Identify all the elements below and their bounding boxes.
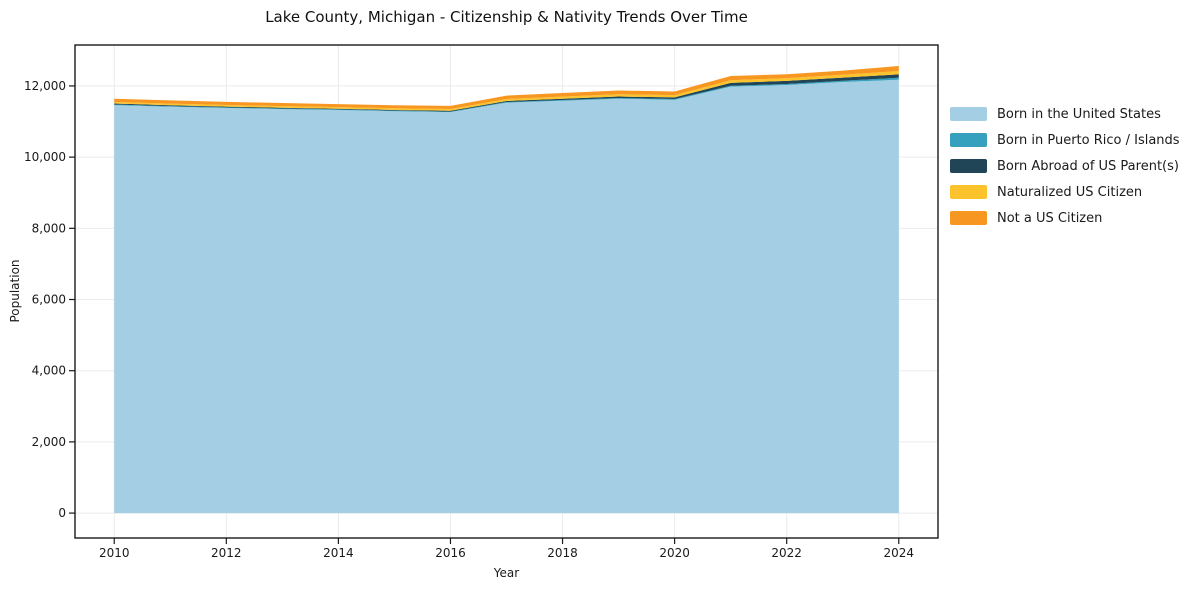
y-tick-label: 0 xyxy=(58,506,66,520)
legend-label: Born in the United States xyxy=(997,106,1161,122)
legend-swatch xyxy=(950,107,987,121)
chart-title: Lake County, Michigan - Citizenship & Na… xyxy=(265,8,748,26)
legend-swatch xyxy=(950,211,987,225)
legend-label: Born in Puerto Rico / Islands xyxy=(997,132,1180,148)
x-tick-label: 2012 xyxy=(211,546,242,560)
legend-item: Born Abroad of US Parent(s) xyxy=(950,153,1180,179)
y-tick-label: 2,000 xyxy=(32,435,66,449)
x-tick-label: 2010 xyxy=(99,546,130,560)
legend-swatch xyxy=(950,159,987,173)
x-tick-label: 2024 xyxy=(883,546,914,560)
plot-frame xyxy=(74,44,939,539)
area-series xyxy=(114,79,899,514)
y-tick-label: 8,000 xyxy=(32,221,66,235)
legend-swatch xyxy=(950,185,987,199)
legend-item: Born in the United States xyxy=(950,101,1180,127)
x-tick-label: 2020 xyxy=(659,546,690,560)
legend-label: Born Abroad of US Parent(s) xyxy=(997,158,1179,174)
y-tick-label: 10,000 xyxy=(24,150,66,164)
x-axis-label: Year xyxy=(493,566,520,580)
x-tick-label: 2014 xyxy=(323,546,354,560)
legend-item: Not a US Citizen xyxy=(950,205,1180,231)
legend: Born in the United States Born in Puerto … xyxy=(950,101,1180,231)
legend-label: Naturalized US Citizen xyxy=(997,184,1143,200)
y-axis-label: Population xyxy=(8,259,22,323)
x-tick-label: 2016 xyxy=(435,546,466,560)
legend-item: Born in Puerto Rico / Islands xyxy=(950,127,1180,153)
x-tick-label: 2018 xyxy=(547,546,578,560)
legend-item: Naturalized US Citizen xyxy=(950,179,1180,205)
x-tick-label: 2022 xyxy=(771,546,802,560)
y-tick-label: 4,000 xyxy=(32,364,66,378)
legend-swatch xyxy=(950,133,987,147)
y-tick-label: 12,000 xyxy=(24,79,66,93)
y-tick-label: 6,000 xyxy=(32,293,66,307)
legend-label: Not a US Citizen xyxy=(997,210,1103,226)
